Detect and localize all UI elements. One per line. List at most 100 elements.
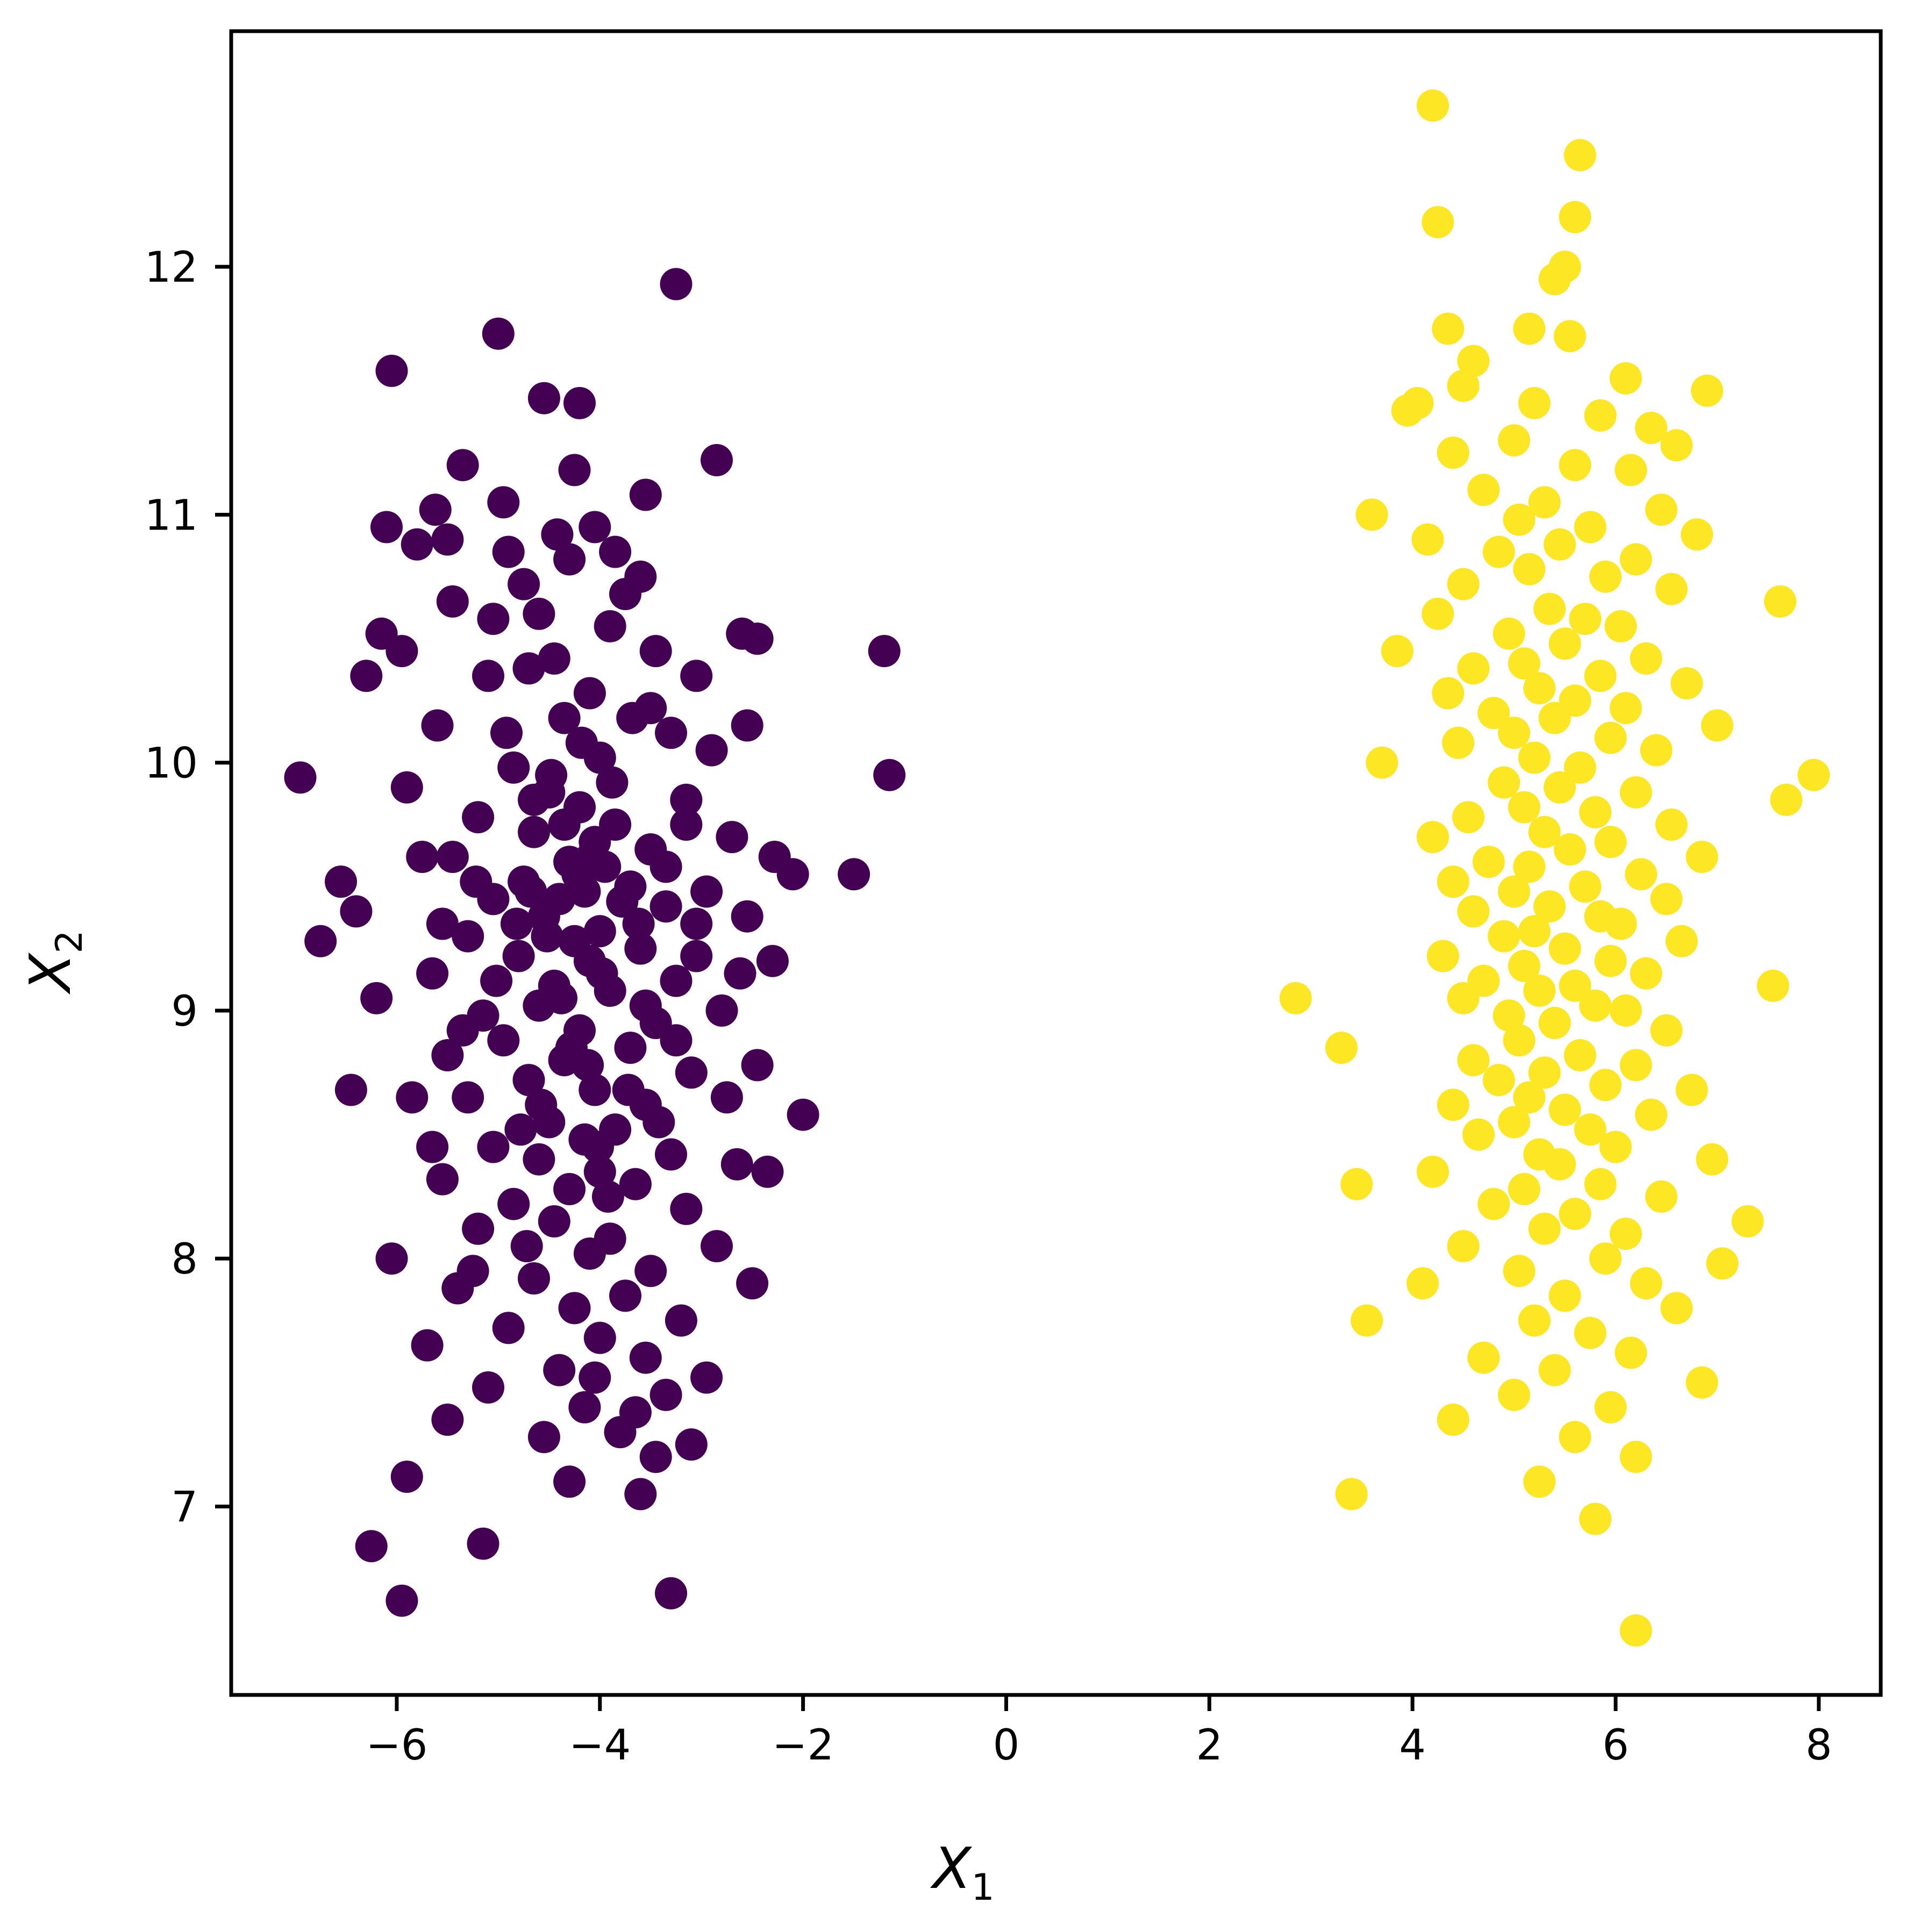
scatter-point-class-1 [1686, 1366, 1718, 1399]
scatter-point-class-1 [1513, 850, 1546, 883]
scatter-point-class-0 [665, 1304, 697, 1337]
scatter-point-class-1 [1544, 1148, 1576, 1180]
scatter-point-class-0 [523, 1143, 555, 1176]
scatter-point-class-1 [1493, 617, 1525, 650]
scatter-point-class-0 [518, 783, 550, 816]
scatter-point-class-0 [500, 907, 533, 940]
scatter-point-class-0 [690, 1361, 723, 1394]
scatter-point-class-1 [1508, 647, 1540, 680]
scatter-point-class-0 [386, 635, 418, 668]
scatter-point-class-0 [462, 1212, 495, 1245]
scatter-point-class-0 [622, 907, 655, 940]
scatter-point-class-1 [1457, 345, 1490, 377]
scatter-point-class-1 [1523, 1465, 1556, 1498]
scatter-point-class-1 [1548, 1093, 1581, 1126]
scatter-point-class-0 [325, 865, 357, 898]
scatter-point-class-1 [1452, 801, 1484, 834]
scatter-point-class-0 [716, 821, 748, 854]
scatter-point-class-0 [655, 717, 687, 749]
scatter-point-class-0 [582, 1130, 614, 1163]
scatter-point-class-1 [1544, 528, 1576, 561]
scatter-point-class-0 [579, 1361, 611, 1394]
scatter-point-class-1 [1584, 399, 1617, 432]
scatter-point-class-1 [1533, 592, 1566, 625]
scatter-point-class-0 [510, 1230, 543, 1263]
scatter-point-class-1 [1609, 1218, 1642, 1250]
scatter-point-class-1 [1416, 1155, 1449, 1188]
scatter-point-class-0 [614, 1032, 647, 1064]
scatter-point-class-1 [1609, 994, 1642, 1027]
scatter-point-class-0 [482, 317, 515, 350]
scatter-point-class-1 [1447, 568, 1480, 600]
scatter-point-class-1 [1609, 692, 1642, 725]
scatter-point-class-0 [375, 1242, 408, 1275]
scatter-point-class-1 [1407, 1267, 1439, 1300]
scatter-point-class-1 [1650, 883, 1683, 915]
scatter-point-class-0 [462, 801, 495, 834]
y-tick-label: 9 [171, 988, 198, 1036]
scatter-point-class-0 [606, 885, 639, 918]
scatter-point-class-1 [1630, 642, 1662, 675]
scatter-point-class-0 [583, 1321, 616, 1354]
scatter-point-class-0 [751, 1155, 784, 1188]
scatter-point-class-0 [579, 511, 611, 543]
x-tick-label: 0 [993, 1721, 1020, 1770]
x-tick-label: −2 [772, 1721, 834, 1770]
scatter-point-class-1 [1660, 1292, 1693, 1325]
scatter-point-class-0 [731, 900, 763, 933]
scatter-point-class-0 [492, 535, 525, 568]
scatter-point-class-0 [523, 597, 555, 630]
scatter-point-class-1 [1503, 503, 1536, 536]
scatter-point-class-1 [1584, 660, 1617, 692]
scatter-point-class-1 [1523, 672, 1556, 705]
scatter-point-class-1 [1518, 387, 1551, 419]
scatter-point-class-0 [490, 717, 523, 749]
scatter-point-class-1 [1518, 741, 1551, 774]
scatter-point-class-1 [1630, 1267, 1662, 1300]
scatter-point-class-1 [1731, 1205, 1764, 1237]
scatter-point-class-0 [525, 1089, 558, 1121]
scatter-point-class-1 [1416, 89, 1449, 122]
scatter-point-class-0 [873, 759, 906, 791]
scatter-point-class-1 [1609, 362, 1642, 395]
scatter-point-class-1 [1437, 1404, 1469, 1436]
scatter-point-class-0 [575, 841, 608, 873]
scatter-point-class-1 [1498, 1106, 1530, 1139]
scatter-point-class-1 [1770, 783, 1803, 816]
scatter-point-class-1 [1604, 610, 1637, 642]
scatter-point-class-0 [477, 603, 510, 635]
scatter-point-class-1 [1467, 474, 1500, 506]
scatter-point-class-1 [1569, 603, 1602, 635]
scatter-point-class-0 [568, 1391, 601, 1423]
scatter-point-class-1 [1498, 424, 1530, 457]
scatter-point-class-1 [1615, 1336, 1647, 1369]
scatter-point-class-1 [1619, 776, 1652, 808]
scatter-point-class-0 [573, 1237, 606, 1270]
x-tick-label: 4 [1399, 1721, 1426, 1770]
scatter-point-class-1 [1538, 1354, 1571, 1386]
scatter-point-class-1 [1574, 1316, 1607, 1349]
scatter-point-class-1 [1615, 454, 1647, 486]
scatter-point-class-1 [1538, 263, 1571, 296]
scatter-point-class-1 [1533, 890, 1566, 923]
scatter-point-class-0 [639, 1441, 672, 1473]
scatter-point-class-0 [416, 1130, 449, 1163]
scatter-point-class-0 [487, 1024, 520, 1057]
scatter-point-class-1 [1366, 746, 1398, 779]
y-axis: 7 8 9 10 11 12 [145, 244, 231, 1532]
scatter-point-class-1 [1528, 1212, 1561, 1245]
scatter-point-class-0 [599, 535, 632, 568]
scatter-point-class-1 [1513, 1081, 1546, 1114]
scatter-point-class-1 [1757, 969, 1789, 1002]
scatter-point-class-1 [1574, 511, 1607, 543]
scatter-point-class-1 [1681, 518, 1714, 551]
scatter-point-class-1 [1559, 201, 1591, 233]
scatter-point-class-0 [541, 518, 574, 551]
x-tick-label: −4 [569, 1721, 631, 1770]
scatter-point-class-0 [452, 920, 484, 953]
scatter-point-class-0 [675, 1056, 708, 1089]
scatter-point-class-1 [1503, 1255, 1536, 1287]
scatter-point-class-1 [1559, 449, 1591, 482]
scatter-point-class-1 [1457, 1044, 1490, 1077]
